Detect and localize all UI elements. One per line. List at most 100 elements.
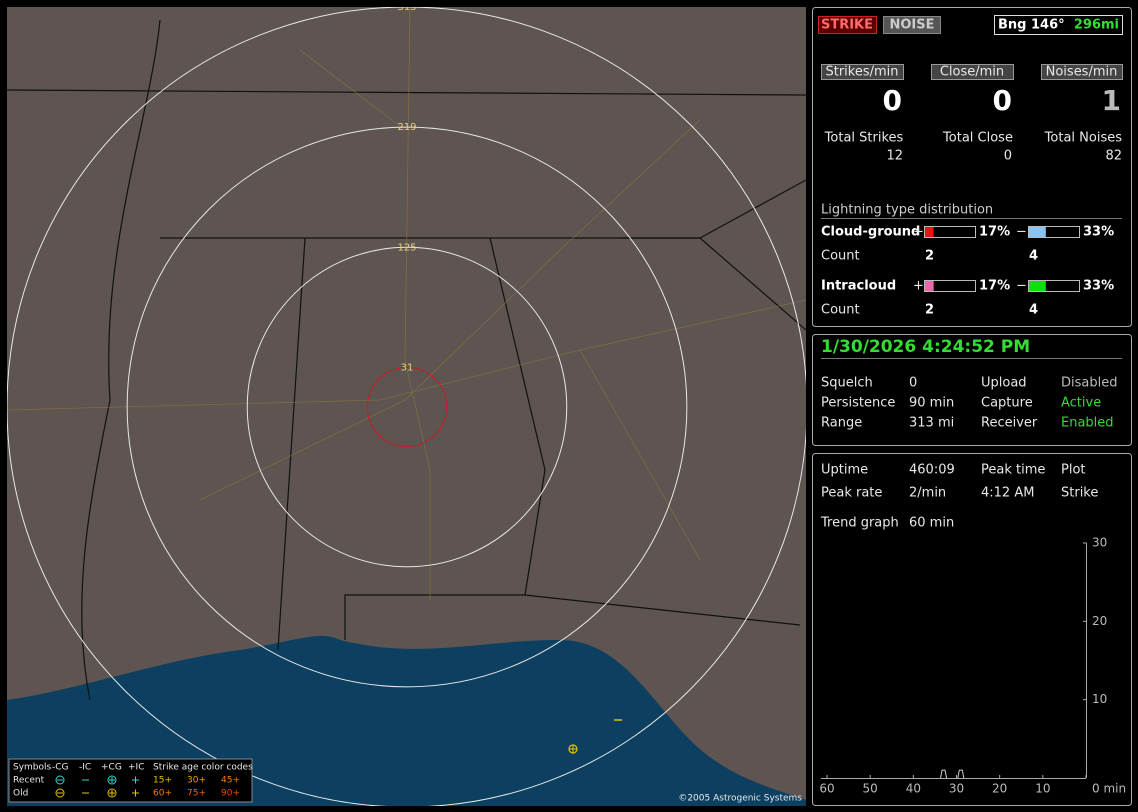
bar-track [1028, 226, 1080, 238]
setting-text: Enabled [1061, 416, 1114, 431]
age-code: 30+ [187, 776, 206, 786]
rate-label[interactable]: Close/min [940, 65, 1004, 80]
setting-text: Upload [981, 376, 1027, 391]
state-borders [7, 19, 806, 701]
distribution-title: Lightning type distribution [821, 203, 993, 218]
distance: 296mi [1074, 18, 1119, 33]
right-panels: STRIKE NOISE Bng 146° 296mi Strikes/min 0 Clos… [818, 15, 1126, 796]
percent: 17% [979, 279, 1010, 294]
x-tick-label: 40 [906, 782, 921, 796]
range-label: 313 [397, 2, 416, 13]
legend-header: -CG [52, 763, 69, 773]
count-label: Count [821, 303, 860, 318]
map-legend: Symbols -CG -IC +CG +IC Strike age color code… [8, 758, 253, 803]
setting-text: Disabled [1061, 376, 1117, 391]
age-code: 75+ [187, 789, 206, 799]
legend-row-label: Old [13, 789, 28, 799]
stat-text: 2/min [909, 486, 946, 501]
range-label: 219 [397, 122, 416, 133]
rate-button[interactable] [821, 64, 904, 80]
stat-text: Peak time [981, 463, 1045, 478]
bearing-box [994, 15, 1123, 35]
setting-text: Squelch [821, 376, 873, 391]
range-label: 31 [401, 362, 414, 373]
x-tick-label: 0 min [1092, 782, 1126, 796]
bar [925, 227, 934, 237]
count: 2 [925, 249, 934, 264]
sign: − [1016, 225, 1027, 240]
legend-header: Symbols [13, 763, 52, 773]
range-ring [126, 126, 688, 688]
bar-track [1028, 280, 1080, 292]
stat-text: 4:12 AM [981, 486, 1034, 501]
setting-text: Range [821, 416, 862, 431]
count: 4 [1029, 303, 1038, 318]
status-panel [812, 7, 1132, 327]
stat-text: Strike [1061, 486, 1098, 501]
rate-label[interactable]: Strikes/min [825, 65, 898, 80]
stat-text: Peak rate [821, 486, 882, 501]
copyright: ©2005 Astrogenic Systems [678, 794, 802, 804]
type-name: Cloud-ground [821, 225, 920, 240]
setting-text: 313 mi [909, 416, 954, 431]
rate-value: 1 [1102, 84, 1121, 117]
rate-value: 0 [883, 84, 902, 117]
bar-track [924, 280, 976, 292]
legend-row-label: Recent [13, 776, 45, 786]
datetime: 1/30/2026 4:24:52 PM [821, 337, 1030, 357]
noise-button-label[interactable]: NOISE [889, 18, 934, 33]
roads [7, 7, 806, 600]
rate-value: 0 [993, 84, 1012, 117]
bar [1029, 281, 1046, 291]
sign: + [913, 279, 924, 294]
stat-text: 460:09 [909, 463, 955, 478]
range-rings: 31 125 219 313 [7, 2, 806, 806]
count-label: Count [821, 249, 860, 264]
strike-button-label[interactable]: STRIKE [821, 18, 873, 33]
legend-box [8, 758, 253, 803]
trend-point [940, 769, 948, 779]
legend-symbol [55, 788, 65, 798]
legend-header: Strike age color codes [153, 763, 253, 773]
map: 31 125 219 313 Symbols -CG -IC +CG +IC Strike ag… [7, 2, 806, 806]
strike-button[interactable] [818, 16, 877, 34]
age-code: 45+ [221, 776, 240, 786]
y-tick-label: 10 [1092, 692, 1107, 706]
count: 2 [925, 303, 934, 318]
legend-header: +CG [101, 763, 122, 773]
rate-button[interactable] [1041, 64, 1123, 80]
bearing: Bng 146° [998, 18, 1065, 33]
percent: 33% [1083, 279, 1114, 294]
x-tick-label: 50 [863, 782, 878, 796]
total-value: 12 [886, 149, 903, 164]
count: 4 [1029, 249, 1038, 264]
stat-text: Plot [1061, 463, 1086, 478]
x-tick-label: 60 [819, 782, 834, 796]
trend-value: 60 min [909, 516, 954, 531]
trend-label: Trend graph [820, 516, 899, 531]
age-code: 60+ [153, 789, 172, 799]
range-label: 125 [397, 242, 416, 253]
x-tick-label: 20 [992, 782, 1007, 796]
noise-button[interactable] [883, 16, 941, 34]
x-tick-label: 10 [1035, 782, 1050, 796]
setting-text: Capture [981, 396, 1033, 411]
setting-text: Receiver [981, 416, 1038, 431]
setting-text: Persistence [821, 396, 895, 411]
legend-header: -IC [79, 763, 91, 773]
settings-panel [812, 334, 1132, 446]
legend-symbol [107, 775, 117, 785]
stats-panel [812, 453, 1132, 806]
sign: + [913, 225, 924, 240]
bar-track [924, 226, 976, 238]
total-label: Total Close [942, 131, 1013, 146]
rate-button[interactable] [931, 64, 1014, 80]
total-value: 82 [1105, 149, 1122, 164]
setting-text: Active [1061, 396, 1101, 411]
y-tick-label: 30 [1092, 536, 1107, 550]
x-tick-label: 30 [949, 782, 964, 796]
y-tick-label: 20 [1092, 614, 1107, 628]
rate-label[interactable]: Noises/min [1046, 65, 1118, 80]
